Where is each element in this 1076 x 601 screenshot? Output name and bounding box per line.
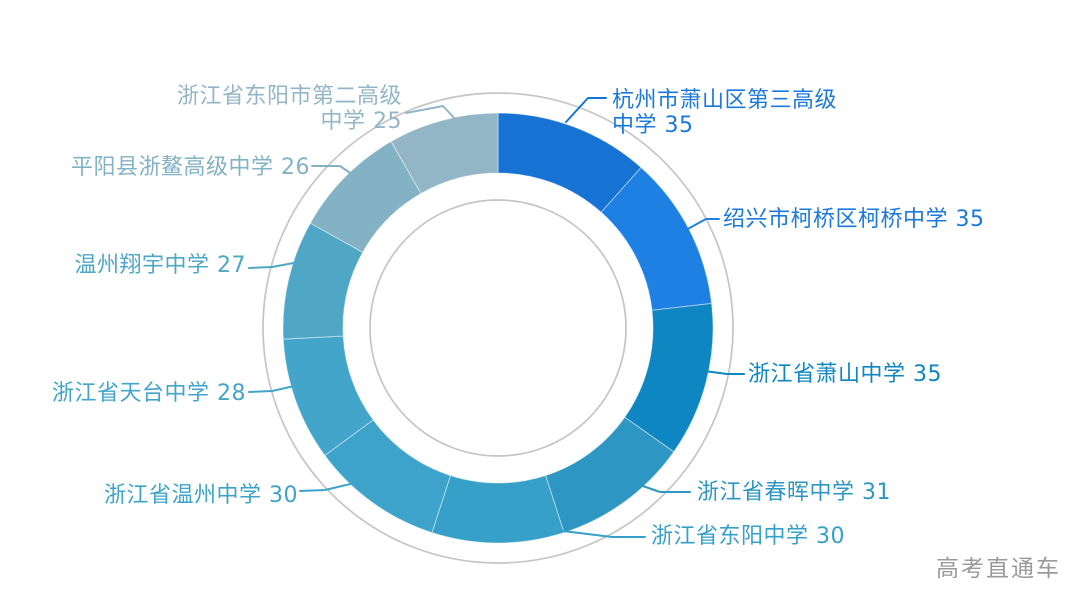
leader-line-4 bbox=[489, 521, 646, 538]
slice-label-7: 温州翔宇中学 27 bbox=[74, 253, 246, 278]
slice-label-5: 浙江省温州中学 30 bbox=[104, 483, 298, 508]
leader-line-0 bbox=[565, 97, 607, 123]
inner-guide-ring bbox=[369, 199, 627, 457]
leader-line-5 bbox=[299, 476, 381, 492]
slice-label-2: 浙江省萧山中学 35 bbox=[748, 362, 942, 387]
watermark: 高考直通车 bbox=[936, 556, 1061, 582]
leader-line-3 bbox=[596, 469, 691, 493]
slice-label-6: 浙江省天台中学 28 bbox=[52, 381, 246, 406]
slice-label-1: 绍兴市柯桥区柯桥中学 35 bbox=[723, 207, 985, 232]
slice-label-0: 杭州市萧山区第三高级中学 35 bbox=[612, 88, 838, 138]
slice-label-3: 浙江省春晖中学 31 bbox=[697, 480, 891, 505]
leader-line-8 bbox=[311, 165, 357, 178]
outer-guide-ring bbox=[262, 92, 734, 564]
slice-label-9: 浙江省东阳市第二高级中学 25 bbox=[176, 84, 402, 134]
donut-segment-4 bbox=[431, 474, 565, 544]
donut-segment-9 bbox=[390, 112, 499, 195]
leader-line-6 bbox=[248, 382, 309, 393]
slice-label-8: 平阳县浙鳌高级中学 26 bbox=[71, 155, 310, 180]
leader-line-7 bbox=[248, 261, 300, 269]
slice-label-4: 浙江省东阳中学 30 bbox=[651, 524, 845, 549]
leader-line-2 bbox=[689, 368, 745, 375]
leader-line-9 bbox=[405, 105, 459, 123]
leader-line-1 bbox=[683, 218, 720, 232]
